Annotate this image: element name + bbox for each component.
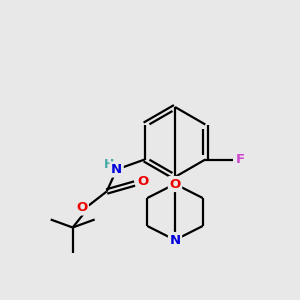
Text: O: O: [137, 175, 148, 188]
Text: N: N: [169, 233, 181, 247]
Text: N: N: [111, 163, 122, 176]
Text: H: H: [103, 158, 114, 171]
Text: F: F: [236, 153, 245, 166]
Text: O: O: [76, 201, 87, 214]
Text: O: O: [169, 178, 181, 190]
